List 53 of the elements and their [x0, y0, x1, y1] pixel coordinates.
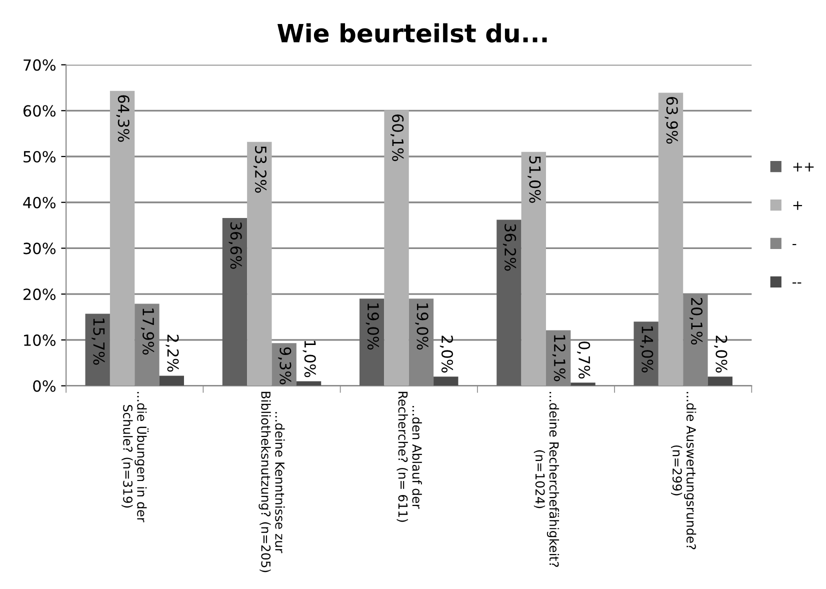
data-label: 36,6% — [228, 222, 242, 269]
data-label: 17,9% — [140, 308, 154, 355]
bar — [434, 376, 458, 386]
data-label: 2,2% — [166, 334, 179, 372]
legend-label: -- — [792, 282, 802, 284]
legend-label: + — [793, 201, 802, 210]
x-tick-label: ...die Übungen in der Schule? (n=319) — [122, 392, 149, 522]
bar — [570, 382, 596, 386]
x-tick-label: ...deine Kenntnisse zur Bibliotheksnutzung? (n=205) — [258, 392, 285, 572]
x-tick-label: ...den Ablauf der Recherche? (n= 611) — [396, 392, 422, 522]
y-tick-label: 40% — [23, 196, 56, 208]
data-label: 9,3% — [278, 347, 292, 384]
bar — [521, 152, 546, 386]
data-label: 63,9% — [664, 97, 678, 144]
bar — [658, 92, 684, 386]
x-tick-label: ...deine Recherchefähigkeit? (n=1024) — [534, 392, 560, 567]
bar — [360, 298, 384, 386]
data-label: 14,0% — [640, 326, 654, 372]
bar — [384, 110, 409, 386]
y-tick-label: 10% — [24, 334, 56, 346]
chart-title: Wie beurteilst du... — [277, 23, 547, 43]
data-label: 0,7% — [577, 342, 590, 379]
data-label: 53,2% — [253, 146, 267, 193]
data-label: 64,3% — [116, 95, 130, 142]
bar — [222, 218, 248, 386]
y-tick-label: 50% — [24, 150, 56, 163]
y-tick-label: 0% — [33, 380, 56, 392]
bar — [496, 220, 522, 386]
bar — [708, 376, 732, 386]
y-tick-label: 20% — [24, 288, 56, 300]
data-label: 36,2% — [502, 224, 516, 271]
bar — [296, 381, 322, 386]
data-label: 60,1% — [390, 114, 404, 162]
legend-label: - — [792, 244, 796, 246]
bar — [247, 142, 272, 386]
data-label: 19,0% — [366, 304, 379, 350]
y-tick-label: 60% — [23, 105, 56, 117]
bar — [159, 376, 184, 386]
data-label: 19,0% — [415, 304, 428, 350]
x-tick-label: ...die Auswertungsrunde? (n=299) — [671, 392, 696, 550]
data-label: 1,0% — [302, 340, 316, 378]
data-label: 20,1% — [689, 298, 703, 345]
bar — [85, 314, 110, 386]
y-tick-label: 70% — [24, 59, 56, 71]
data-label: 2,0% — [440, 336, 454, 373]
bar — [110, 90, 135, 386]
legend-label: ++ — [793, 162, 814, 172]
bar — [634, 322, 658, 386]
data-label: 51,0% — [528, 156, 541, 203]
data-label: 15,7% — [92, 318, 105, 365]
data-label: 2,0% — [714, 336, 728, 373]
data-label: 12,1% — [552, 335, 566, 382]
y-tick-label: 30% — [24, 242, 56, 254]
